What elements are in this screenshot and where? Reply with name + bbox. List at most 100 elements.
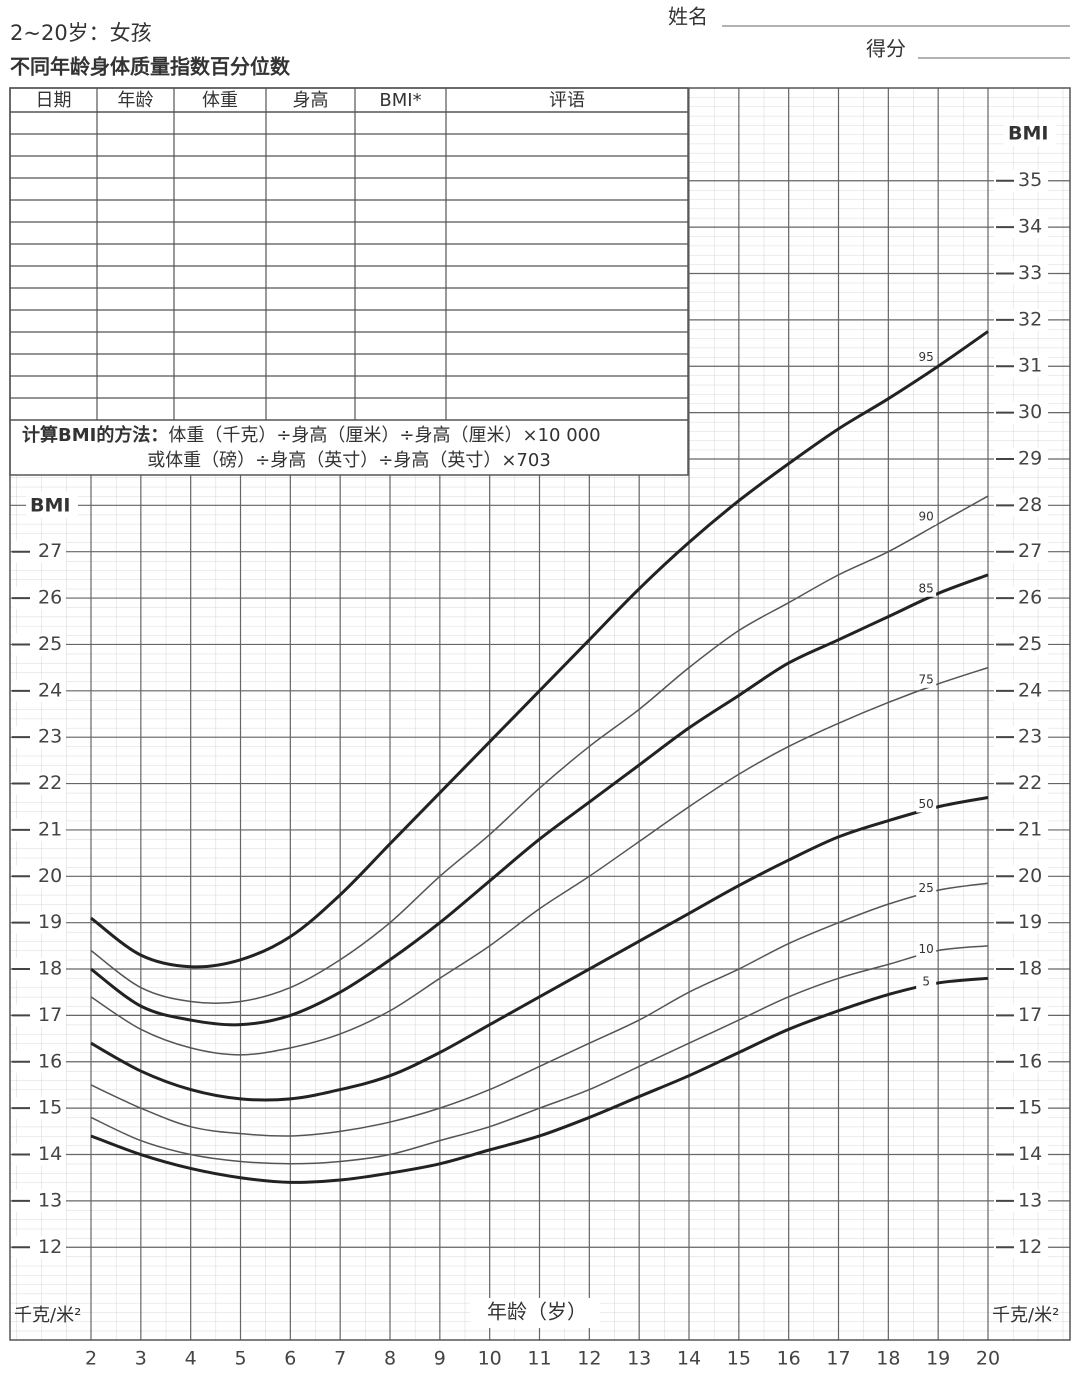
curve-label-bg: [916, 508, 937, 525]
x-tick-label: 12: [577, 1348, 601, 1370]
tick-label-bg: [994, 958, 1048, 981]
y2-tick-label: 21: [1018, 818, 1042, 840]
tick-label-bg: [12, 1143, 66, 1166]
y-tick-label: 20: [38, 865, 62, 887]
curve-label-bg: [916, 349, 937, 366]
y2-tick-label: 13: [1018, 1189, 1042, 1211]
tick-label-bg: [12, 540, 66, 563]
tick-label-bg: [994, 262, 1048, 285]
y2-tick-label: 31: [1018, 355, 1042, 377]
y-tick-label: 14: [38, 1143, 62, 1165]
percentile-curve: [90, 573, 989, 1027]
table-header: 日期: [36, 90, 72, 111]
y2-tick-label: 24: [1018, 679, 1042, 701]
curve-label: 10: [919, 942, 934, 956]
tick-label-bg: [994, 540, 1048, 563]
curve-label: 5: [922, 974, 930, 988]
table-header: 体重: [202, 90, 238, 111]
y2-tick-label: 12: [1018, 1236, 1042, 1258]
curve-label: 85: [919, 581, 934, 595]
x-tick-label: 18: [876, 1348, 900, 1370]
x-label: 年龄（岁）: [487, 1300, 587, 1324]
tick-label-bg: [12, 726, 66, 749]
tick-label-bg: [12, 679, 66, 702]
y2-tick-label: 25: [1018, 633, 1042, 655]
x-tick-label: 15: [727, 1348, 751, 1370]
curves: 95 90 85 75 50 25 10 5: [90, 330, 989, 1184]
tick-label-bg: [994, 1143, 1048, 1166]
tick-label-bg: [12, 1050, 66, 1073]
curve-label: 95: [919, 350, 934, 364]
y-tick-label: 24: [38, 679, 62, 701]
curve-label: 50: [919, 797, 934, 811]
tick-label-bg: [12, 958, 66, 981]
curve-label-bg: [916, 973, 937, 990]
y2-tick-label: 33: [1018, 262, 1042, 284]
table-bg: [9, 87, 689, 476]
x-tick-label: 19: [926, 1348, 950, 1370]
y-tick-label: 15: [38, 1097, 62, 1119]
y-tick-label: 23: [38, 726, 62, 748]
tick-label-bg: [12, 587, 66, 610]
tick-label-bg: [994, 401, 1048, 424]
y-label: BMI: [30, 495, 70, 517]
subtitle: 不同年龄身体质量指数百分位数: [10, 55, 291, 79]
tick-label-bg: [994, 1097, 1048, 1120]
y2-tick-label: 30: [1018, 401, 1042, 423]
curve-label-bg: [916, 580, 937, 597]
x-tick-label: 11: [527, 1348, 551, 1370]
curve-label-bg: [916, 880, 937, 897]
percentile-curve: [90, 330, 989, 969]
tick-label-bg: [994, 355, 1048, 378]
x-tick-label: 17: [826, 1348, 850, 1370]
tick-label-bg: [12, 772, 66, 795]
x-tick-label: 4: [185, 1348, 197, 1370]
tick-label-bg: [994, 633, 1048, 656]
formula-text: 体重（千克）÷身高（厘米）÷身高（厘米）×10 000: [168, 425, 600, 446]
tick-label-bg: [994, 447, 1048, 470]
y-tick-label: 12: [38, 1236, 62, 1258]
y2-tick-label: 23: [1018, 726, 1042, 748]
tick-label-bg: [994, 726, 1048, 749]
x-tick-label: 13: [627, 1348, 651, 1370]
y-tick-label: 22: [38, 772, 62, 794]
tick-label-bg: [994, 308, 1048, 331]
record-table: 日期 年龄 体重 身高 BMI* 评语计算BMI的方法：体重（千克）÷身高（厘米）÷身高（…: [9, 87, 689, 476]
formula-label: 计算BMI的方法：: [22, 424, 168, 446]
x-tick-label: 16: [777, 1348, 801, 1370]
y-unit: 千克/米²: [14, 1305, 81, 1326]
name-label: 姓名: [668, 5, 708, 29]
x-tick-label: 9: [434, 1348, 446, 1370]
y2-label: BMI: [1008, 123, 1048, 145]
y2-tick-label: 26: [1018, 587, 1042, 609]
x-tick-label: 5: [234, 1348, 246, 1370]
y2-tick-label: 32: [1018, 308, 1042, 330]
percentile-curve: [90, 882, 989, 1137]
table-header: 评语: [549, 90, 585, 111]
percentile-curve: [90, 976, 989, 1184]
x-tick-label: 8: [384, 1348, 396, 1370]
formula-line: 或体重（磅）÷身高（英寸）÷身高（英寸）×703: [147, 450, 551, 471]
percentile-curve: [90, 495, 989, 1004]
y2-tick-label: 14: [1018, 1143, 1042, 1165]
y2-unit: 千克/米²: [992, 1305, 1059, 1326]
score-label: 得分: [866, 37, 906, 61]
y2-label-bg: [1004, 120, 1056, 146]
tick-label-bg: [994, 494, 1048, 517]
curve-label-bg: [916, 941, 937, 958]
table-header: 身高: [293, 90, 329, 111]
y2-tick-label: 20: [1018, 865, 1042, 887]
y2-tick-label: 15: [1018, 1097, 1042, 1119]
y2-tick-label: 29: [1018, 447, 1042, 469]
y-tick-label: 18: [38, 958, 62, 980]
y2-tick-label: 18: [1018, 958, 1042, 980]
x-tick-label: 3: [135, 1348, 147, 1370]
title: 2~20岁：女孩: [10, 21, 152, 45]
curve-label-bg: [916, 671, 937, 688]
table-header: 年龄: [118, 90, 154, 111]
tick-label-bg: [994, 1189, 1048, 1212]
tick-label-bg: [994, 169, 1048, 192]
formula-line: 计算BMI的方法：体重（千克）÷身高（厘米）÷身高（厘米）×10 000: [22, 424, 601, 446]
tick-label-bg: [994, 865, 1048, 888]
y-tick-label: 19: [38, 911, 62, 933]
